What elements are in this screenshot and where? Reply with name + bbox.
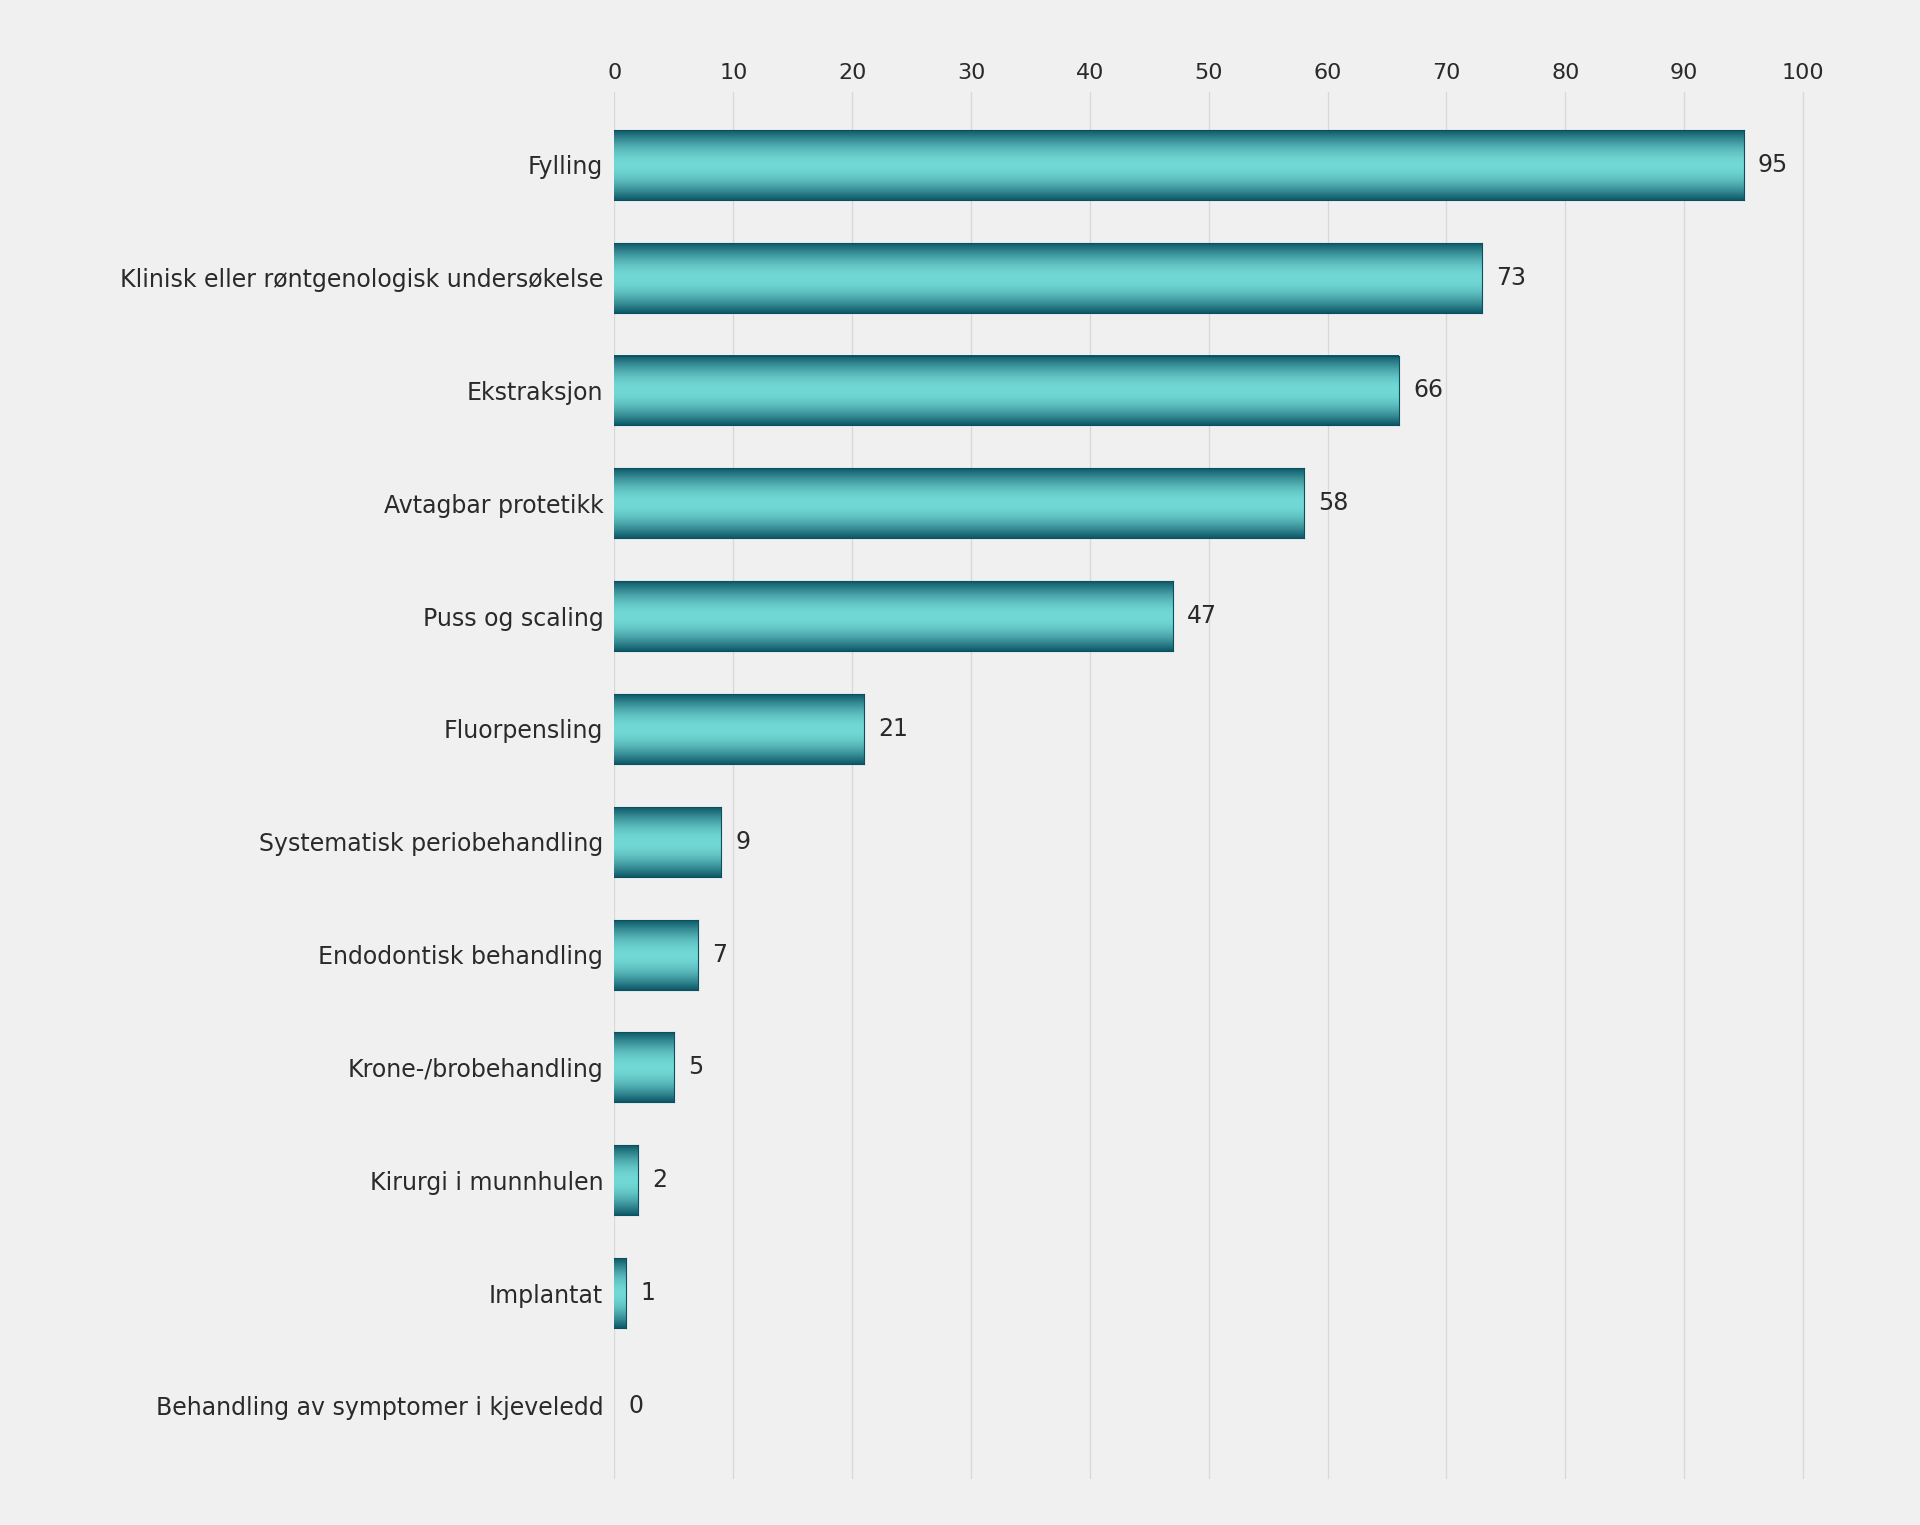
Text: 7: 7 [712, 942, 728, 967]
Text: 47: 47 [1187, 604, 1217, 628]
Text: 9: 9 [735, 830, 751, 854]
Text: 66: 66 [1413, 378, 1444, 403]
Text: 21: 21 [877, 717, 908, 741]
Text: 5: 5 [687, 1055, 703, 1080]
Text: 2: 2 [653, 1168, 668, 1193]
Text: 0: 0 [628, 1394, 643, 1418]
Text: 1: 1 [641, 1281, 655, 1305]
Text: 58: 58 [1317, 491, 1348, 515]
Text: 73: 73 [1496, 265, 1526, 290]
Text: 95: 95 [1759, 152, 1788, 177]
